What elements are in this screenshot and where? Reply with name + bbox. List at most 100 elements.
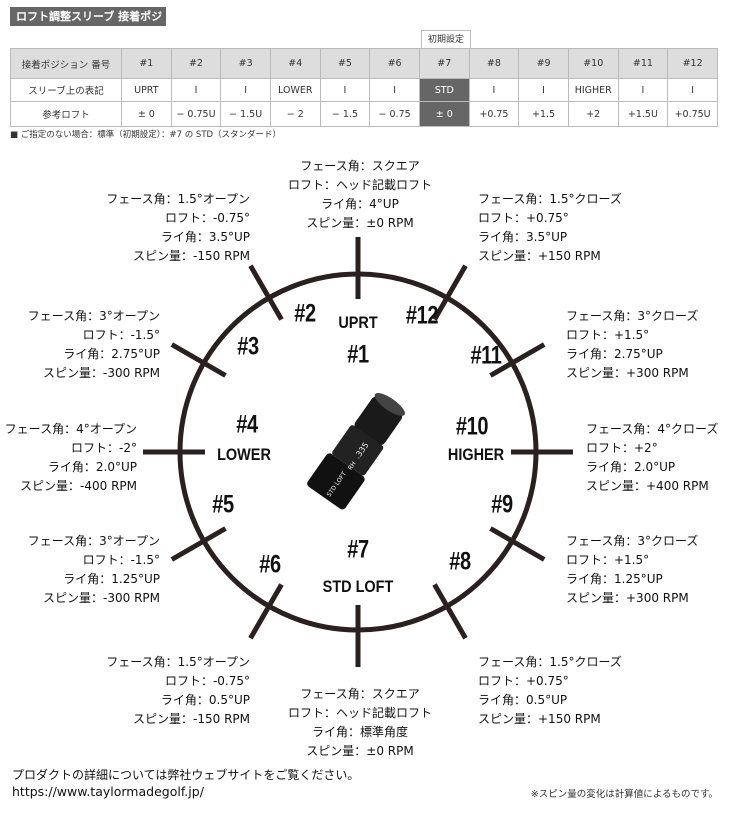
position-spec-block: フェース角：スクエア ロフト：ヘッド記載ロフト ライ角：標準角度 スピン量：±0 RP… <box>288 685 432 761</box>
spec-line: スピン量：+400 RPM <box>586 479 709 493</box>
spoke-line <box>170 526 227 562</box>
spec-line: ロフト：+1.5° <box>566 553 650 567</box>
position-number: #2 <box>292 300 319 329</box>
spoke-line <box>489 342 546 378</box>
spec-line: フェース角：スクエア <box>300 159 420 173</box>
position-spec-block: フェース角：1.5°オープンロフト：-0.75° ライ角：3.5°UP スピン量：-… <box>106 190 250 266</box>
position-spec-block: フェース角：3°クローズ ロフト：+1.5° ライ角：1.25°UP スピン量：+30… <box>566 532 698 608</box>
spec-line: ライ角：標準角度 <box>311 725 409 739</box>
position-number-text: #12 <box>405 301 439 330</box>
spec-line: スピン量：±0 RPM <box>306 744 414 758</box>
table-cell: #8 <box>468 48 520 79</box>
position-number: #8 <box>447 548 474 577</box>
position-spec-block: フェース角：1.5°オープン ロフト：-0.75° ライ角：0.5°UP スピン量：-… <box>106 653 250 729</box>
spec-line: ロフト：-0.75° <box>164 211 250 225</box>
sleeve-image: .335 RH STD LOFT <box>307 392 405 510</box>
spec-line: フェース角：3°クローズ <box>566 309 699 323</box>
spec-line: スピン量：+300 RPM <box>566 591 689 605</box>
spec-line: スピン量：-150 RPM <box>133 249 250 263</box>
spec-line: フェース角：4°クローズ <box>586 422 719 436</box>
spec-line: フェース角：スクエア <box>300 687 420 701</box>
position-spec-block: フェース角：3°オープンロフト：-1.5° ライ角：2.75°UP スピン量：-30… <box>28 307 160 383</box>
row-header: スリーブ上の表記 <box>10 78 122 102</box>
spoke-line <box>489 526 546 562</box>
spec-line: ライ角：4°UP <box>321 197 399 211</box>
position-number-text: #11 <box>470 341 502 370</box>
row-header: 参考ロフト <box>10 101 122 127</box>
table-cell: LOWER <box>269 78 321 102</box>
section-title: ロフト調整スリーブ 接着ポジション <box>10 7 166 42</box>
position-spec-block: フェース角：1.5°クローズ ロフト：+0.75° ライ角：3.5°UP スピン量：+… <box>478 190 622 266</box>
sleeve-mark-label: LOWER <box>217 445 271 464</box>
table-cell: ± 0 <box>121 101 172 127</box>
position-spec-block: フェース角：3°オープン ロフト：-1.5° ライ角：1.25°UP スピン量：-30… <box>28 532 160 608</box>
position-number: #12 <box>402 302 442 331</box>
spec-line: スピン量：-400 RPM <box>20 479 137 493</box>
sleeve-text-rh: RH <box>347 460 358 471</box>
spec-line: ロフト：-1.5° <box>82 328 160 342</box>
position-number-text: #1 <box>347 340 369 369</box>
table-cell: #11 <box>617 48 669 79</box>
spec-line: ライ角：2.0°UP <box>47 460 137 474</box>
spec-line: ロフト：+0.75° <box>478 211 569 225</box>
spoke-line <box>170 342 227 378</box>
table-cell: #3 <box>220 48 271 79</box>
table-row: 接着ポジション 番号 #1 #2 #3 #4 #5 #6 #7 #8 #9 #10 #11 #12 <box>10 48 718 79</box>
position-spec-block: フェース角：3°クローズ ロフト：+1.5° ライ角：2.75°UP スピン量：+30… <box>566 307 698 383</box>
spec-line: ライ角：2.0°UP <box>586 460 676 474</box>
table-cell: #2 <box>170 48 222 79</box>
table-cell: #9 <box>518 48 569 79</box>
spec-line: フェース角：1.5°クローズ <box>478 655 622 669</box>
sleeve-mark-label: STD LOFT <box>322 577 394 596</box>
position-number: #10 <box>452 413 492 442</box>
position-number-text: #5 <box>212 490 234 519</box>
spec-line: ライ角：3.5°UP <box>160 230 250 244</box>
position-spec-block: フェース角：4°クローズ ロフト：+2° ライ角：2.0°UP スピン量：+400 R… <box>586 420 718 496</box>
website-link[interactable]: https://www.taylormadegolf.jp/ <box>12 784 204 799</box>
spec-line: ライ角：2.75°UP <box>566 347 663 361</box>
position-number-text: #2 <box>294 299 316 328</box>
table-cell: +2 <box>567 101 619 127</box>
initial-setting-label: 初期設定 <box>421 30 471 48</box>
table-cell: +0.75 <box>468 101 520 127</box>
position-number-text: #4 <box>236 410 258 439</box>
spec-line: スピン量：±0 RPM <box>306 216 414 230</box>
spec-line: ロフト：+2° <box>586 441 658 455</box>
table-cell: HIGHER <box>567 78 619 102</box>
spec-line: フェース角：3°オープン <box>27 309 160 323</box>
spec-line: ロフト：+1.5° <box>566 328 650 342</box>
spec-line: ライ角：2.75°UP <box>63 347 160 361</box>
spec-line: ロフト：-0.75° <box>164 674 250 688</box>
table-cell: I <box>220 78 271 102</box>
spec-line: ロフト：ヘッド記載ロフト <box>287 706 433 720</box>
spec-line: フェース角：1.5°クローズ <box>478 192 622 206</box>
spec-line: フェース角：1.5°オープン <box>106 192 250 206</box>
table-cell: I <box>319 78 371 102</box>
spec-line: ライ角：3.5°UP <box>478 230 568 244</box>
position-number-text: #8 <box>449 547 471 576</box>
table-cell: +0.75U <box>667 101 718 127</box>
spec-line: ロフト：-1.5° <box>82 553 160 567</box>
position-number: #3 <box>235 333 262 362</box>
spec-line: フェース角：3°オープン <box>27 534 160 548</box>
table-cell: +1.5 <box>518 101 569 127</box>
sleeve-mark-label: UPRT <box>338 313 378 332</box>
spec-line: スピン量：-150 RPM <box>133 712 250 726</box>
spec-line: フェース角：3°クローズ <box>566 534 699 548</box>
sleeve-mark-label: HIGHER <box>447 445 505 464</box>
spoke-line <box>432 583 468 640</box>
table-cell: #12 <box>667 48 718 79</box>
position-number-text: #7 <box>347 535 369 564</box>
position-number: #5 <box>210 491 237 520</box>
spec-line: ロフト：-2° <box>71 441 137 455</box>
spec-line: スピン量：-300 RPM <box>43 366 160 380</box>
position-spec-block: フェース角：1.5°クローズ ロフト：+0.75° ライ角：0.5°UP スピン量：+… <box>478 653 622 729</box>
spec-line: スピン量：+150 RPM <box>478 249 601 263</box>
position-number: #11 <box>467 342 506 371</box>
table-cell: − 1.5U <box>220 101 271 127</box>
details-text: プロダクトの詳細については弊社ウェブサイトをご覧ください。 <box>12 768 360 782</box>
default-note: ■ ご指定のない場合：標準（初期設定）：#7 の STD（スタンダード） <box>10 130 282 140</box>
spec-line: フェース角：1.5°オープン <box>106 655 250 669</box>
table-cell: − 0.75U <box>170 101 222 127</box>
